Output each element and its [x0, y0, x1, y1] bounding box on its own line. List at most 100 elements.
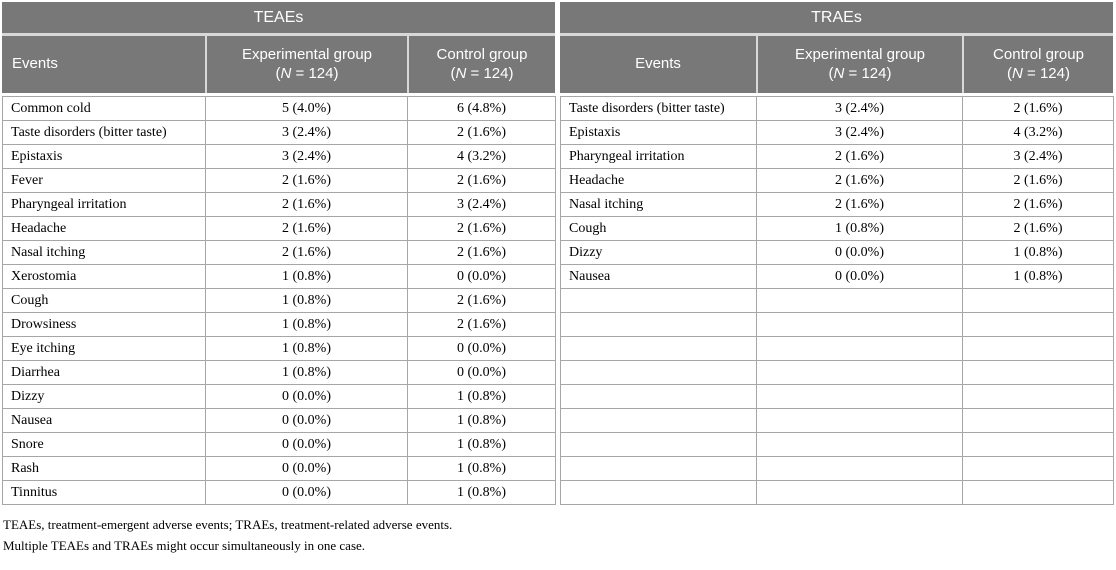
control-cell [962, 408, 1114, 433]
experimental-cell: 2 (1.6%) [205, 240, 408, 265]
table-row: Headache 2 (1.6%) 2 (1.6%) [560, 168, 1114, 193]
control-cell: 1 (0.8%) [962, 240, 1114, 265]
teaes-control-n: (N = 124) [450, 64, 514, 82]
table-row [560, 384, 1114, 409]
event-cell: Cough [560, 216, 757, 241]
control-cell: 3 (2.4%) [962, 144, 1114, 169]
traes-control-n: (N = 124) [1007, 64, 1070, 82]
tables-container: TEAEs Events Experimental group (N = 124… [2, 2, 1114, 505]
experimental-cell: 1 (0.8%) [756, 216, 963, 241]
event-cell: Eye itching [2, 336, 206, 361]
teaes-experimental-header: Experimental group (N = 124) [205, 36, 407, 93]
table-row: Eye itching 1 (0.8%) 0 (0.0%) [2, 336, 556, 361]
experimental-cell: 0 (0.0%) [205, 456, 408, 481]
table-row: Taste disorders (bitter taste) 3 (2.4%) 2 … [2, 120, 556, 145]
experimental-cell: 0 (0.0%) [756, 240, 963, 265]
control-cell: 2 (1.6%) [962, 96, 1114, 121]
table-row: Fever 2 (1.6%) 2 (1.6%) [2, 168, 556, 193]
control-cell [962, 432, 1114, 457]
control-cell: 2 (1.6%) [962, 168, 1114, 193]
experimental-cell: 3 (2.4%) [756, 96, 963, 121]
table-row [560, 480, 1114, 505]
control-cell: 2 (1.6%) [962, 192, 1114, 217]
event-cell: Headache [2, 216, 206, 241]
experimental-cell: 1 (0.8%) [205, 336, 408, 361]
control-cell: 2 (1.6%) [407, 312, 556, 337]
control-cell: 4 (3.2%) [962, 120, 1114, 145]
control-cell: 2 (1.6%) [407, 120, 556, 145]
experimental-cell [756, 384, 963, 409]
experimental-cell [756, 432, 963, 457]
event-cell: Nasal itching [2, 240, 206, 265]
experimental-cell: 2 (1.6%) [205, 192, 408, 217]
event-cell: Nasal itching [560, 192, 757, 217]
experimental-cell: 1 (0.8%) [205, 312, 408, 337]
teaes-data-grid: Common cold 5 (4.0%) 6 (4.8%) Taste disorde… [2, 96, 556, 505]
teaes-table: TEAEs Events Experimental group (N = 124… [2, 2, 556, 505]
control-cell: 3 (2.4%) [407, 192, 556, 217]
footnote-abbreviations: TEAEs, treatment-emergent adverse events… [3, 517, 453, 532]
table-row: Rash 0 (0.0%) 1 (0.8%) [2, 456, 556, 481]
experimental-cell: 1 (0.8%) [205, 288, 408, 313]
table-row: Nausea 0 (0.0%) 1 (0.8%) [2, 408, 556, 433]
control-cell: 2 (1.6%) [407, 168, 556, 193]
event-cell: Xerostomia [2, 264, 206, 289]
event-cell [560, 360, 757, 385]
event-cell [560, 456, 757, 481]
control-cell [962, 360, 1114, 385]
event-cell: Taste disorders (bitter taste) [2, 120, 206, 145]
control-cell: 1 (0.8%) [407, 456, 556, 481]
table-row: Nasal itching 2 (1.6%) 2 (1.6%) [560, 192, 1114, 217]
teaes-control-header: Control group (N = 124) [407, 36, 555, 93]
experimental-cell: 2 (1.6%) [756, 144, 963, 169]
event-cell: Pharyngeal irritation [560, 144, 757, 169]
control-cell [962, 288, 1114, 313]
event-cell: Nausea [560, 264, 757, 289]
control-cell: 1 (0.8%) [407, 384, 556, 409]
traes-table: TRAEs Events Experimental group (N = 124… [560, 2, 1114, 505]
event-cell [560, 384, 757, 409]
event-cell [560, 336, 757, 361]
table-row: Xerostomia 1 (0.8%) 0 (0.0%) [2, 264, 556, 289]
table-row [560, 360, 1114, 385]
traes-experimental-n: (N = 124) [828, 64, 892, 82]
control-cell: 1 (0.8%) [407, 432, 556, 457]
event-cell [560, 288, 757, 313]
control-cell: 1 (0.8%) [407, 408, 556, 433]
event-cell: Epistaxis [2, 144, 206, 169]
experimental-cell: 2 (1.6%) [756, 192, 963, 217]
table-row: Nausea 0 (0.0%) 1 (0.8%) [560, 264, 1114, 289]
traes-events-header: Events [560, 36, 756, 93]
control-cell: 2 (1.6%) [407, 240, 556, 265]
experimental-cell: 2 (1.6%) [205, 168, 408, 193]
table-row [560, 432, 1114, 457]
traes-column-headers: Events Experimental group (N = 124) Cont… [560, 36, 1113, 93]
traes-experimental-header-label: Experimental group [794, 45, 926, 63]
event-cell [560, 312, 757, 337]
table-row: Drowsiness 1 (0.8%) 2 (1.6%) [2, 312, 556, 337]
footnote-note: Multiple TEAEs and TRAEs might occur sim… [3, 538, 366, 554]
control-cell: 0 (0.0%) [407, 360, 556, 385]
experimental-cell: 0 (0.0%) [205, 384, 408, 409]
table-row: Pharyngeal irritation 2 (1.6%) 3 (2.4%) [560, 144, 1114, 169]
footnotes: TEAEs, treatment-emergent adverse events… [2, 514, 1114, 556]
table-row: Epistaxis 3 (2.4%) 4 (3.2%) [560, 120, 1114, 145]
control-cell [962, 456, 1114, 481]
experimental-cell: 3 (2.4%) [205, 120, 408, 145]
table-row [560, 456, 1114, 481]
table-row [560, 312, 1114, 337]
control-cell: 1 (0.8%) [962, 264, 1114, 289]
event-cell [560, 408, 757, 433]
experimental-cell: 1 (0.8%) [205, 264, 408, 289]
experimental-cell: 3 (2.4%) [756, 120, 963, 145]
experimental-cell: 0 (0.0%) [756, 264, 963, 289]
traes-data-grid: Taste disorders (bitter taste) 3 (2.4%) 2 … [560, 96, 1114, 505]
experimental-cell: 0 (0.0%) [205, 408, 408, 433]
experimental-cell [756, 360, 963, 385]
table-row: Tinnitus 0 (0.0%) 1 (0.8%) [2, 480, 556, 505]
experimental-cell [756, 480, 963, 505]
control-cell: 0 (0.0%) [407, 264, 556, 289]
table-row: Snore 0 (0.0%) 1 (0.8%) [2, 432, 556, 457]
adverse-events-figure: TEAEs Events Experimental group (N = 124… [2, 2, 1114, 556]
event-cell: Diarrhea [2, 360, 206, 385]
